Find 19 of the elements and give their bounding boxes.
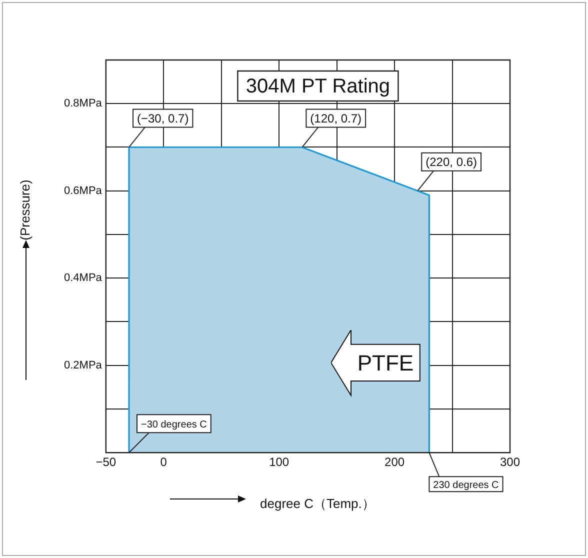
annotation: −30 degrees C: [141, 419, 207, 430]
annotation: (−30, 0.7): [137, 112, 189, 126]
text: 304M PT Rating: [246, 76, 390, 98]
y-tick-label: 0.2MPa: [64, 359, 103, 372]
left-arrow-label: PTFE: [331, 330, 421, 397]
y-tick-label: 0.6MPa: [64, 184, 103, 197]
y-tick-label: 0.4MPa: [64, 272, 103, 284]
x-axis-title: degree C（Temp.）: [260, 496, 375, 512]
x-tick-label: −50: [96, 455, 116, 470]
x-tick-label: 0: [160, 455, 168, 470]
x-tick-label: 300: [500, 455, 520, 470]
annotation: PTFE: [357, 351, 414, 376]
annotation: (120, 0.7): [310, 112, 362, 126]
y-tick-label: 0.8MPa: [64, 98, 103, 110]
annotation: 230 degrees C: [433, 480, 499, 491]
y-axis-title: (Pressure): [17, 180, 32, 240]
annotation: (220, 0.6): [426, 155, 478, 170]
x-tick-label: 100: [269, 455, 290, 470]
x-tick-label: 200: [384, 455, 405, 470]
